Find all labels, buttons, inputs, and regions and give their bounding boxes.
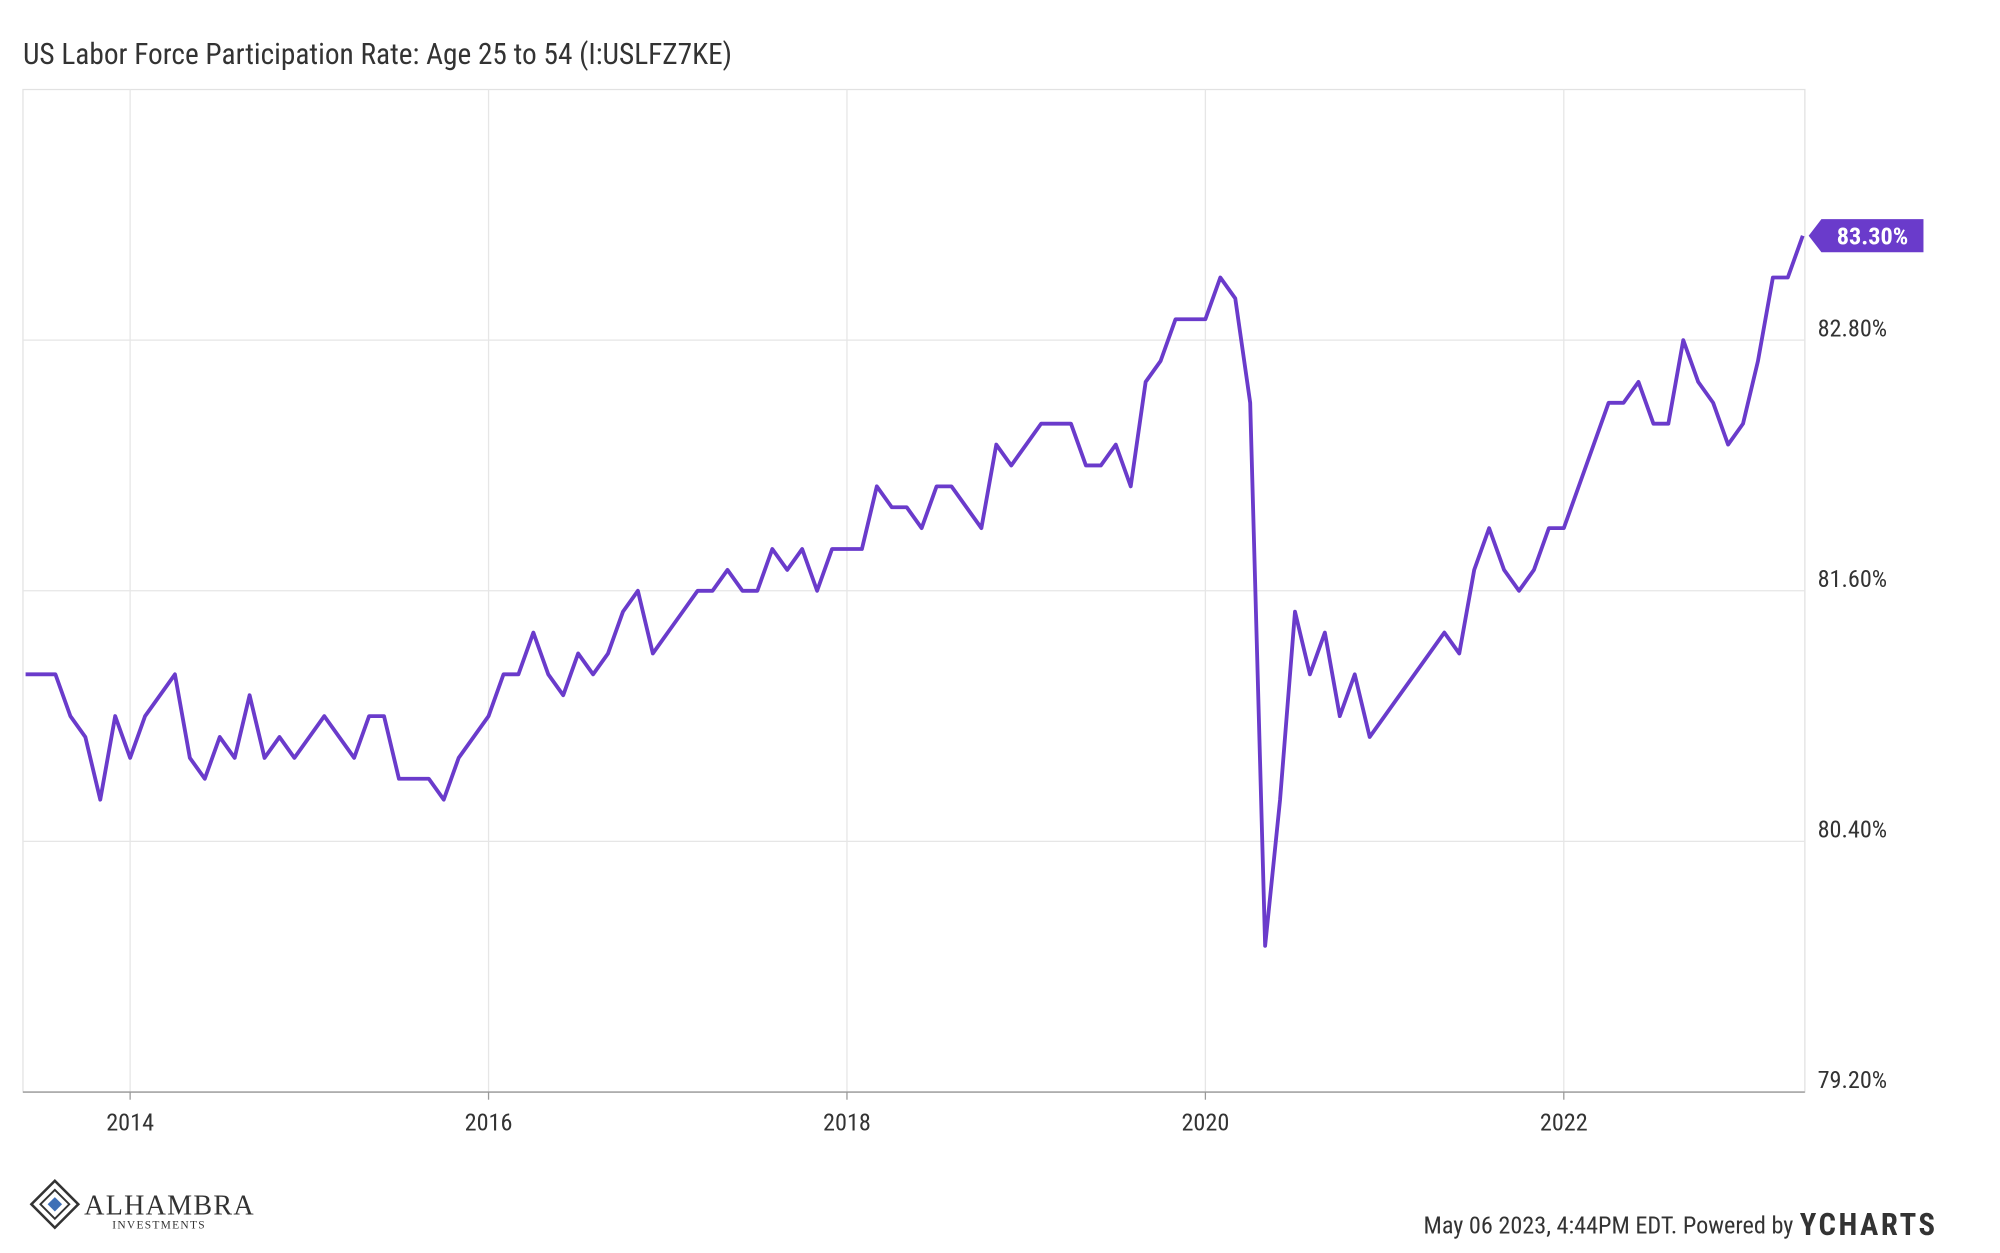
y-tick-label: 82.80%	[1818, 314, 1888, 342]
data-line	[25, 235, 1805, 948]
chart-title: US Labor Force Participation Rate: Age 2…	[23, 38, 732, 72]
last-value-tag	[1808, 219, 1924, 253]
y-tick-label: 79.20%	[1818, 1066, 1888, 1094]
logo-subtitle: INVESTMENTS	[112, 1220, 206, 1232]
footer-timestamp: May 06 2023, 4:44PM EDT. Powered by	[1424, 1212, 1794, 1240]
footer-brand: YCHARTS	[1800, 1208, 1938, 1243]
marks	[25, 235, 1805, 948]
x-tick-label: 2022	[1540, 1108, 1588, 1136]
x-tick-label: 2018	[823, 1108, 871, 1136]
y-tick-label: 80.40%	[1818, 816, 1888, 844]
grid	[22, 89, 1805, 1093]
x-tick-label: 2016	[465, 1108, 513, 1136]
last-value-label: 83.30%	[1837, 223, 1908, 251]
logo: ALHAMBRA INVESTMENTS	[29, 1179, 255, 1232]
logo-name: ALHAMBRA	[84, 1191, 255, 1222]
x-tick-label: 2020	[1181, 1108, 1229, 1136]
x-tick-label: 2014	[106, 1108, 154, 1136]
y-tick-label: 81.60%	[1818, 565, 1888, 593]
